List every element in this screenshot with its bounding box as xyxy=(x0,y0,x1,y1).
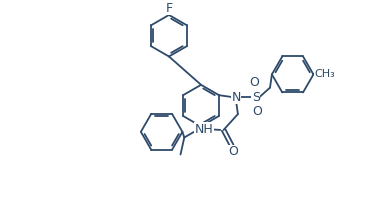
Text: O: O xyxy=(253,105,262,118)
Text: O: O xyxy=(228,145,238,158)
Text: CH₃: CH₃ xyxy=(314,70,335,80)
Text: S: S xyxy=(252,91,260,104)
Text: F: F xyxy=(165,2,173,15)
Text: O: O xyxy=(249,76,259,89)
Text: NH: NH xyxy=(195,123,213,136)
Text: N: N xyxy=(231,91,241,104)
